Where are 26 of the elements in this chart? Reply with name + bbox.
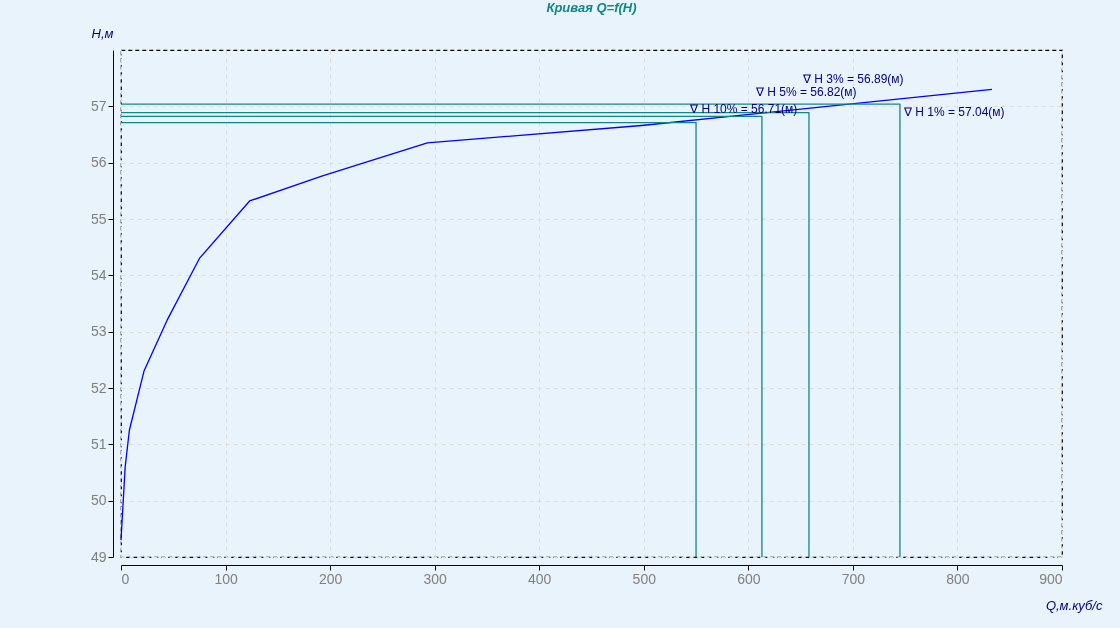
x-tick-label: 600	[737, 570, 761, 587]
x-tick-label: 900	[1039, 570, 1063, 587]
chart-title: Кривая Q=f(H)	[546, 0, 637, 15]
x-tick-label: 800	[946, 570, 970, 587]
x-axis-title: Q,м.куб/с	[1045, 597, 1103, 613]
x-tick-label: 700	[841, 570, 866, 587]
x-tick-label: 0	[121, 570, 130, 587]
x-tick-label: 500	[632, 570, 657, 587]
y-tick-label: 50	[90, 492, 107, 509]
annotation: ∇ H 3% = 56.89(м)	[801, 71, 904, 86]
y-tick-label: 56	[90, 154, 107, 171]
x-tick-label: 400	[528, 570, 552, 587]
annotation: ∇ H 10% = 56.71(м)	[689, 101, 798, 116]
y-tick-label: 54	[90, 266, 107, 283]
x-tick-label: 300	[423, 570, 448, 587]
y-tick-label: 55	[90, 210, 107, 227]
y-tick-label: 53	[90, 323, 107, 340]
y-tick-label: 49	[90, 548, 107, 565]
y-axis-title: H,м	[91, 25, 114, 41]
y-tick-label: 51	[90, 435, 107, 452]
y-tick-label: 57	[90, 97, 107, 114]
x-tick-label: 200	[318, 570, 343, 587]
annotation: ∇ H 1% = 57.04(м)	[902, 105, 1005, 120]
x-tick-label: 100	[214, 570, 238, 587]
annotation: ∇ H 5% = 56.82(м)	[754, 85, 857, 100]
y-tick-label: 52	[90, 379, 107, 396]
